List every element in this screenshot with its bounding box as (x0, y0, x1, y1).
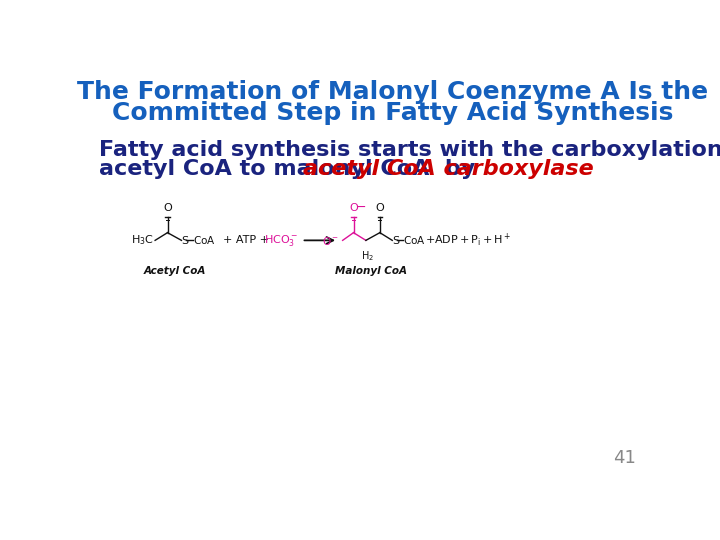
Text: The Formation of Malonyl Coenzyme A Is the: The Formation of Malonyl Coenzyme A Is t… (77, 80, 708, 104)
Text: 41: 41 (613, 449, 636, 467)
Text: $\mathsf{S}$: $\mathsf{S}$ (392, 234, 401, 246)
Text: Committed Step in Fatty Acid Synthesis: Committed Step in Fatty Acid Synthesis (112, 100, 673, 125)
Text: acetyl CoA to malonyl CoA  by: acetyl CoA to malonyl CoA by (99, 159, 483, 179)
Text: Malonyl CoA: Malonyl CoA (335, 266, 407, 276)
Text: Acetyl CoA: Acetyl CoA (144, 266, 207, 276)
Text: Fatty acid synthesis starts with the carboxylation of: Fatty acid synthesis starts with the car… (99, 139, 720, 159)
Text: $\mathsf{+ ADP + P_i + H^+}$: $\mathsf{+ ADP + P_i + H^+}$ (425, 232, 511, 249)
Text: $\mathsf{H_2}$: $\mathsf{H_2}$ (361, 249, 374, 264)
Text: + ATP +: + ATP + (223, 235, 269, 245)
Text: acetyl CoA carboxylase: acetyl CoA carboxylase (302, 159, 593, 179)
Text: O: O (163, 202, 172, 213)
Text: $\mathsf{CoA}$: $\mathsf{CoA}$ (403, 234, 426, 246)
Text: O: O (349, 202, 358, 213)
Text: −: − (356, 201, 366, 214)
Text: $\mathsf{S}$: $\mathsf{S}$ (181, 234, 190, 246)
Text: O: O (375, 202, 384, 213)
Text: $\mathsf{HCO_3^-}$: $\mathsf{HCO_3^-}$ (264, 233, 298, 248)
Text: $\mathsf{O}^-$: $\mathsf{O}^-$ (322, 235, 339, 247)
Text: $\mathsf{H_3C}$: $\mathsf{H_3C}$ (132, 233, 154, 247)
Text: $\mathsf{CoA}$: $\mathsf{CoA}$ (193, 234, 216, 246)
